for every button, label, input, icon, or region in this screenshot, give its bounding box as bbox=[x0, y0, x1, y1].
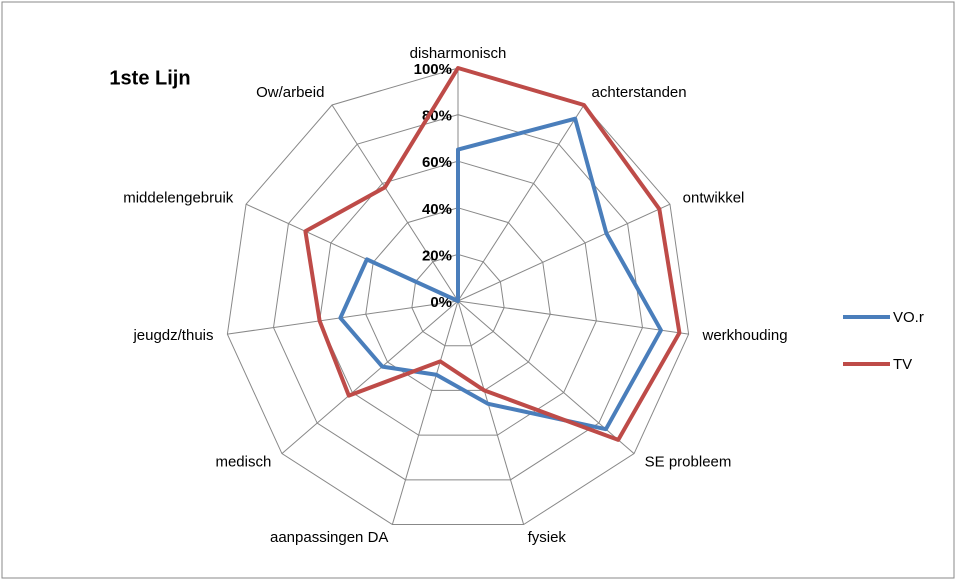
y-tick-label: 100% bbox=[414, 61, 452, 78]
axis-spoke bbox=[391, 300, 459, 525]
category-label: middelengebruik bbox=[123, 189, 234, 206]
y-tick-label: 20% bbox=[422, 247, 452, 264]
y-tick-label: 60% bbox=[422, 154, 452, 171]
grid-line bbox=[365, 207, 551, 391]
category-label: medisch bbox=[215, 454, 271, 471]
category-label: fysiek bbox=[528, 529, 567, 546]
category-label: SE probleem bbox=[645, 454, 732, 471]
legend-label: VO.r bbox=[893, 309, 924, 326]
axis-spoke bbox=[331, 104, 459, 302]
category-label: jeugdz/thuis bbox=[132, 327, 213, 344]
axis-spoke bbox=[281, 300, 459, 454]
axis-spoke bbox=[457, 300, 689, 335]
series-line bbox=[303, 66, 682, 442]
grid-line bbox=[226, 67, 690, 526]
category-label: disharmonisch bbox=[410, 45, 507, 62]
category-label: Ow/arbeid bbox=[256, 84, 324, 101]
category-label: ontwikkel bbox=[683, 189, 745, 206]
chart-title: 1ste Lijn bbox=[109, 67, 190, 89]
axis-spoke bbox=[457, 203, 671, 302]
category-label: achterstanden bbox=[592, 84, 687, 101]
axis-spoke bbox=[457, 104, 585, 302]
series-line bbox=[338, 116, 663, 432]
category-label: werkhouding bbox=[701, 327, 787, 344]
grid-line bbox=[319, 160, 597, 436]
y-tick-label: 0% bbox=[430, 294, 452, 311]
grid-line bbox=[272, 114, 644, 481]
axis-spoke bbox=[457, 300, 525, 525]
grid bbox=[226, 67, 690, 526]
legend-label: TV bbox=[893, 356, 912, 373]
grid-line bbox=[411, 253, 505, 347]
y-tick-label: 40% bbox=[422, 201, 452, 218]
category-label: aanpassingen DA bbox=[270, 529, 388, 546]
